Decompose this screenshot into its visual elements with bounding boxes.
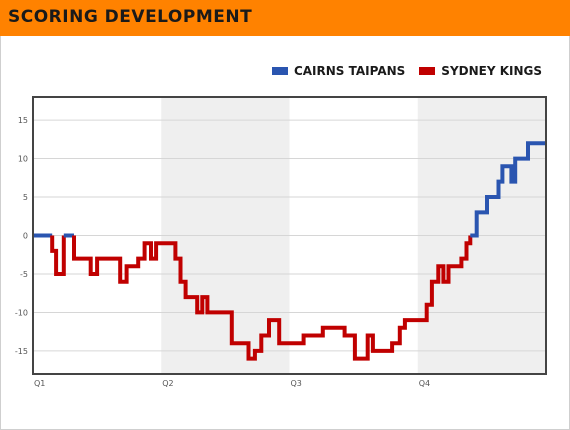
chart-legend: Cairns Taipans Sydney Kings <box>271 64 542 78</box>
y-tick-label: -15 <box>15 347 28 356</box>
series-line-sydney <box>72 235 473 361</box>
legend-item-sydney: Sydney Kings <box>419 64 542 78</box>
legend-swatch-sydney <box>419 67 436 75</box>
widget-title: Scoring Development <box>8 7 253 27</box>
y-tick-label: -10 <box>15 308 28 317</box>
x-tick-label: Q2 <box>162 379 173 388</box>
y-axis-labels: 15 10 5 0 -5 -10 -15 <box>15 116 28 356</box>
legend-swatch-cairns <box>271 67 288 75</box>
legend-label-sydney: Sydney Kings <box>441 64 542 78</box>
x-axis-labels: Q1 Q2 Q3 Q4 <box>34 379 430 388</box>
y-tick-label: -5 <box>20 270 28 279</box>
legend-item-cairns: Cairns Taipans <box>271 64 406 78</box>
x-tick-label: Q1 <box>34 379 45 388</box>
widget-header: Scoring Development <box>0 0 570 36</box>
x-tick-label: Q3 <box>291 379 302 388</box>
y-tick-label: 10 <box>18 155 28 164</box>
y-tick-label: 5 <box>23 193 28 202</box>
y-tick-label: 0 <box>23 232 28 241</box>
series-line-cairns <box>470 141 546 238</box>
plot-frame <box>32 96 547 375</box>
y-tick-label: 15 <box>18 116 28 125</box>
margin-lines <box>33 141 546 361</box>
legend-label-cairns: Cairns Taipans <box>293 64 406 78</box>
x-tick-label: Q4 <box>419 379 430 388</box>
series-line-sydney <box>50 235 66 276</box>
